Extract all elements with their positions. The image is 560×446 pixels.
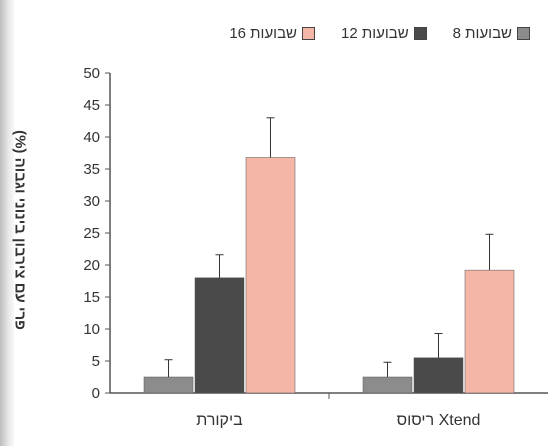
x-category-label: ריסוס Xtend: [397, 412, 481, 429]
y-tick-label: 30: [83, 193, 100, 210]
legend-item-12-weeks: שבועות 12: [341, 25, 427, 42]
y-tick-label: 50: [83, 65, 100, 82]
x-category-label: ביקורת: [196, 412, 243, 429]
y-tick-label: 5: [92, 353, 100, 370]
y-tick-label: 25: [83, 225, 100, 242]
legend-swatch-8-weeks: [517, 26, 530, 40]
y-tick-label: 10: [83, 321, 100, 338]
bar: [362, 376, 413, 394]
y-tick-label: 0: [92, 385, 100, 402]
legend-label-8-weeks: שבועות 8: [452, 24, 512, 42]
bar: [464, 269, 515, 394]
legend-item-16-weeks: שבועות 16: [229, 25, 315, 42]
y-tick-label: 45: [83, 97, 100, 114]
bar: [413, 357, 464, 394]
bar: [143, 376, 194, 394]
y-tick-label: 15: [83, 289, 100, 306]
legend-swatch-12-weeks: [413, 26, 427, 40]
legend-item-8-weeks: שבועות 8: [453, 25, 530, 42]
y-tick-label: 20: [83, 257, 100, 274]
y-tick-label: 40: [83, 129, 100, 146]
legend-swatch-16-weeks: [302, 26, 315, 40]
legend-label-12-weeks: שבועות 12: [341, 24, 409, 42]
legend-label-16-weeks: שבועות 16: [229, 24, 297, 42]
y-tick-label: 35: [83, 161, 100, 178]
bar: [245, 157, 296, 394]
legend: שבועות 8 שבועות 12 שבועות 16: [150, 22, 530, 44]
bar: [194, 277, 245, 394]
